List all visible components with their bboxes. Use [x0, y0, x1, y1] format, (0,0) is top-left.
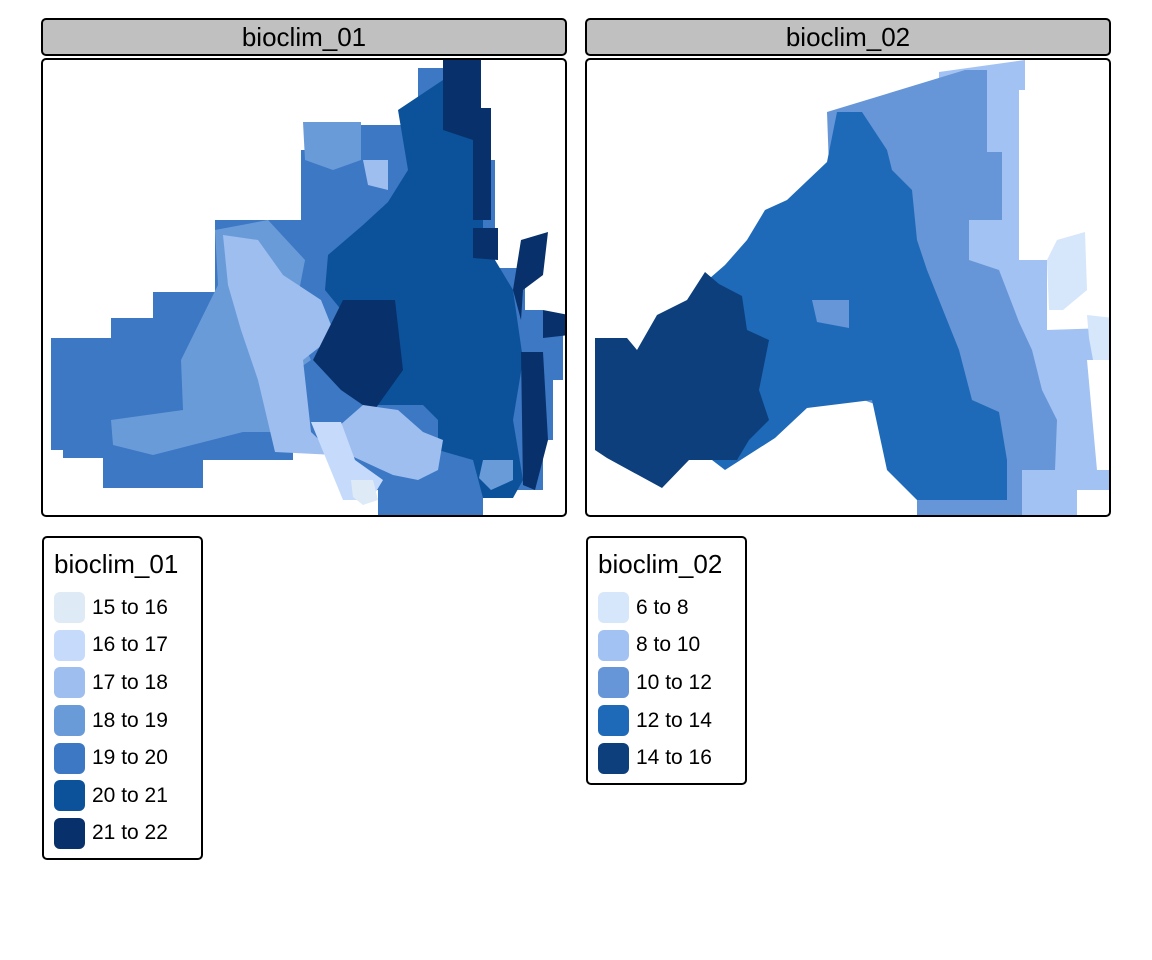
raster-zone-21-22 — [313, 300, 403, 412]
legend-swatch — [54, 667, 85, 699]
legend-label: 16 to 17 — [92, 633, 168, 657]
legend-label: 20 to 21 — [92, 783, 168, 807]
legend-item: 16 to 17 — [54, 627, 191, 665]
legend-label: 14 to 16 — [636, 746, 712, 770]
legend-label: 18 to 19 — [92, 708, 168, 732]
legend-swatch — [598, 667, 629, 699]
raster-zone-17-18 — [223, 235, 335, 455]
raster-zone-21-22 — [521, 352, 548, 490]
raster-zone-6-8 — [1047, 232, 1087, 310]
legend-label: 15 to 16 — [92, 595, 168, 619]
legend-label: 19 to 20 — [92, 746, 168, 770]
map-panel-bioclim-01 — [41, 58, 567, 517]
legend-items: 6 to 8 8 to 10 10 to 12 12 to 14 14 to 16 — [598, 589, 735, 777]
legend-item: 14 to 16 — [598, 739, 735, 777]
raster-map-bioclim-01 — [51, 60, 565, 515]
legend-label: 21 to 22 — [92, 821, 168, 845]
legend-item: 12 to 14 — [598, 702, 735, 740]
legend-items: 15 to 16 16 to 17 17 to 18 18 to 19 19 to 20… — [54, 589, 191, 852]
legend-swatch — [54, 742, 85, 774]
legend-swatch — [54, 592, 85, 624]
raster-zone-21-22 — [543, 310, 565, 338]
raster-zone-17-18 — [323, 405, 443, 480]
legend-swatch — [54, 817, 85, 849]
legend-label: 6 to 8 — [636, 595, 689, 619]
legend-label: 8 to 10 — [636, 633, 701, 657]
legend-item: 8 to 10 — [598, 627, 735, 665]
legend-swatch — [54, 780, 85, 812]
legend-swatch — [598, 629, 629, 661]
legend-item: 19 to 20 — [54, 739, 191, 777]
legend-bioclim-01: bioclim_01 15 to 16 16 to 17 17 to 18 18 to… — [42, 536, 203, 861]
facet-title: bioclim_01 — [241, 22, 367, 52]
legend-label: 10 to 12 — [636, 670, 712, 694]
legend-swatch — [54, 629, 85, 661]
legend-title: bioclim_02 — [598, 549, 723, 579]
legend-title: bioclim_01 — [54, 549, 179, 579]
legend-swatch — [598, 705, 629, 737]
raster-zone-14-16 — [595, 272, 769, 488]
legend-item: 6 to 8 — [598, 589, 735, 627]
raster-zone-18-19 — [479, 460, 513, 490]
raster-zone-21-22 — [473, 228, 498, 260]
raster-zone-18-19 — [303, 122, 361, 170]
raster-map-bioclim-02 — [595, 60, 1109, 515]
legend-label: 12 to 14 — [636, 708, 712, 732]
legend-item: 18 to 19 — [54, 702, 191, 740]
legend-swatch — [54, 705, 85, 737]
legend-item: 10 to 12 — [598, 664, 735, 702]
raster-zone-17-18 — [363, 160, 388, 190]
legend-swatch — [598, 742, 629, 774]
facet-strip-bioclim-01: bioclim_01 — [41, 18, 567, 56]
raster-zone-15-16 — [351, 480, 378, 505]
facet-title: bioclim_02 — [785, 22, 911, 52]
legend-item: 17 to 18 — [54, 664, 191, 702]
legend-label: 17 to 18 — [92, 670, 168, 694]
raster-zone-21-22 — [513, 232, 548, 320]
facet-strip-bioclim-02: bioclim_02 — [585, 18, 1111, 56]
raster-zone-6-8 — [1087, 315, 1109, 360]
map-panel-bioclim-02 — [585, 58, 1111, 517]
legend-item: 21 to 22 — [54, 815, 191, 853]
legend-item: 15 to 16 — [54, 589, 191, 627]
legend-item: 20 to 21 — [54, 777, 191, 815]
legend-bioclim-02: bioclim_02 6 to 8 8 to 10 10 to 12 12 to 14… — [586, 536, 747, 785]
raster-zone-21-22 — [443, 60, 491, 220]
legend-swatch — [598, 592, 629, 624]
raster-zone-10-12 — [812, 300, 849, 328]
